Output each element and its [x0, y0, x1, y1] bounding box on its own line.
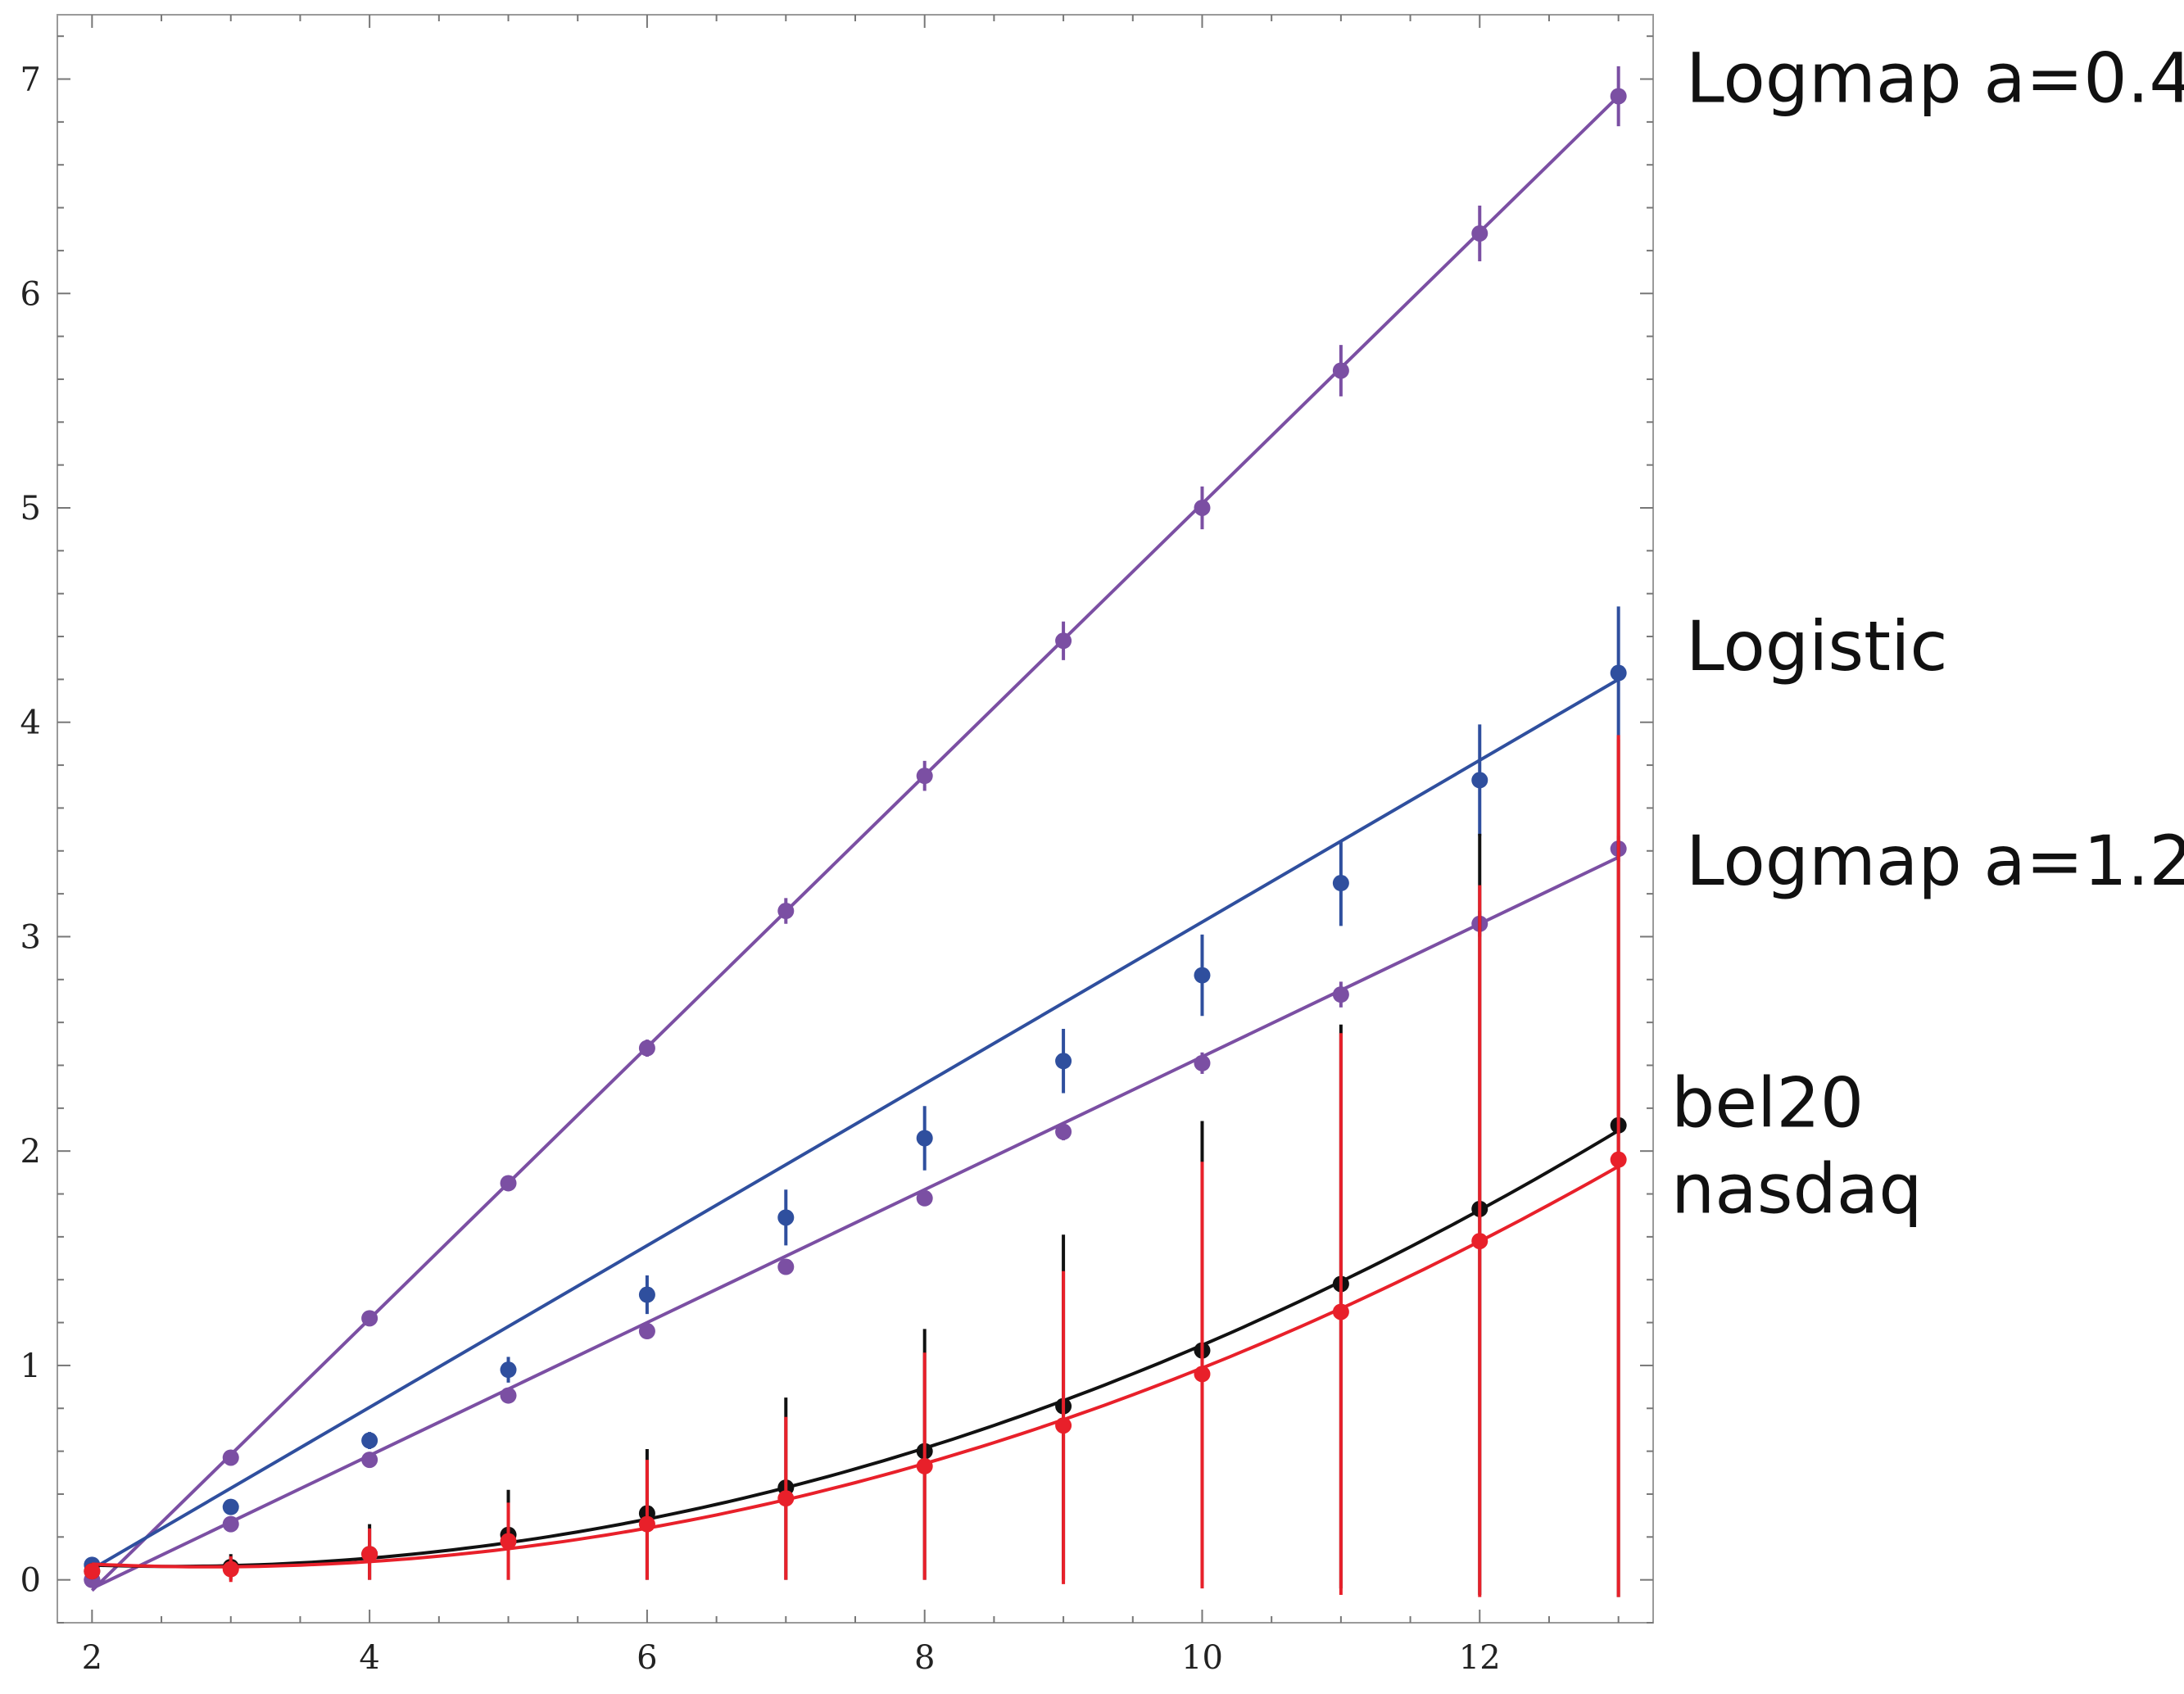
- x-tick-label: 4: [359, 1639, 379, 1677]
- plot-frame: [57, 14, 1654, 1624]
- series-labels: Logmap a=0.4 Logistic Logmap a=1.2 bel20nas…: [1671, 38, 2184, 1230]
- data-point: [500, 1387, 517, 1404]
- data-point: [500, 1533, 517, 1550]
- data-point: [222, 1449, 239, 1466]
- x-tick-label: 12: [1459, 1639, 1501, 1677]
- data-point: [638, 1323, 655, 1340]
- fit-line: [90, 95, 1620, 1592]
- x-tick-label: 6: [637, 1639, 657, 1677]
- axis-ticks: [57, 15, 1653, 1624]
- data-point: [1610, 664, 1627, 682]
- data-point: [500, 1361, 517, 1379]
- data-point: [1194, 967, 1211, 984]
- series-label: nasdaq: [1671, 1148, 1923, 1229]
- data-point: [500, 1175, 517, 1192]
- series-logmap-a-1-2: [84, 836, 1627, 1590]
- data-point: [361, 1310, 378, 1327]
- data-point: [1610, 88, 1627, 105]
- data-point: [361, 1432, 378, 1449]
- data-point: [1194, 1054, 1211, 1071]
- series-logistic: [84, 606, 1627, 1574]
- data-point: [916, 1457, 933, 1474]
- data-point: [361, 1546, 378, 1563]
- series-label: Logistic: [1686, 606, 1948, 686]
- data-point: [222, 1515, 239, 1533]
- y-tick-label: 2: [20, 1133, 41, 1171]
- series-nasdaq: [84, 735, 1627, 1597]
- data-point: [1194, 1366, 1211, 1383]
- y-tick-label: 4: [20, 704, 41, 742]
- data-point: [1332, 986, 1349, 1003]
- data-point: [1055, 1123, 1072, 1140]
- x-tick-label: 10: [1181, 1639, 1223, 1677]
- data-point: [916, 1189, 933, 1207]
- data-point: [1471, 224, 1488, 242]
- data-point: [222, 1560, 239, 1578]
- series-label: bel20: [1671, 1063, 1864, 1144]
- data-point: [916, 768, 933, 785]
- data-point: [1610, 1151, 1627, 1168]
- series-layer: [84, 66, 1627, 1597]
- data-point: [777, 1258, 795, 1275]
- fit-curve: [92, 1129, 1620, 1569]
- y-tick-label: 6: [20, 275, 41, 313]
- data-point: [638, 1515, 655, 1533]
- fit-curve: [92, 1165, 1620, 1569]
- data-point: [1055, 1053, 1072, 1070]
- y-tick-label: 1: [20, 1348, 41, 1385]
- data-point: [1471, 1233, 1488, 1250]
- data-point: [1055, 632, 1072, 650]
- data-point: [1332, 362, 1349, 379]
- data-point: [777, 903, 795, 920]
- data-point: [1194, 499, 1211, 516]
- data-point: [638, 1040, 655, 1057]
- data-point: [1471, 772, 1488, 789]
- data-point: [916, 1130, 933, 1147]
- fit-line: [91, 677, 1620, 1571]
- data-point: [361, 1452, 378, 1469]
- fit-line: [91, 855, 1620, 1590]
- data-point: [777, 1490, 795, 1507]
- y-tick-label: 5: [20, 490, 41, 528]
- data-point: [84, 1563, 101, 1580]
- data-point: [1332, 1303, 1349, 1320]
- data-point: [777, 1209, 795, 1226]
- series-bel20: [84, 739, 1627, 1597]
- data-point: [222, 1498, 239, 1515]
- y-tick-label: 7: [20, 61, 41, 99]
- x-tick-label: 2: [82, 1639, 102, 1677]
- data-point: [1332, 875, 1349, 892]
- x-tick-label: 8: [914, 1639, 935, 1677]
- data-point: [638, 1286, 655, 1303]
- y-tick-label: 0: [20, 1562, 41, 1600]
- series-label: Logmap a=0.4: [1686, 38, 2184, 119]
- series-label: Logmap a=1.2: [1686, 821, 2184, 901]
- data-point: [1055, 1417, 1072, 1434]
- series-logmap-a-0-4: [84, 66, 1627, 1592]
- y-tick-label: 3: [20, 918, 41, 956]
